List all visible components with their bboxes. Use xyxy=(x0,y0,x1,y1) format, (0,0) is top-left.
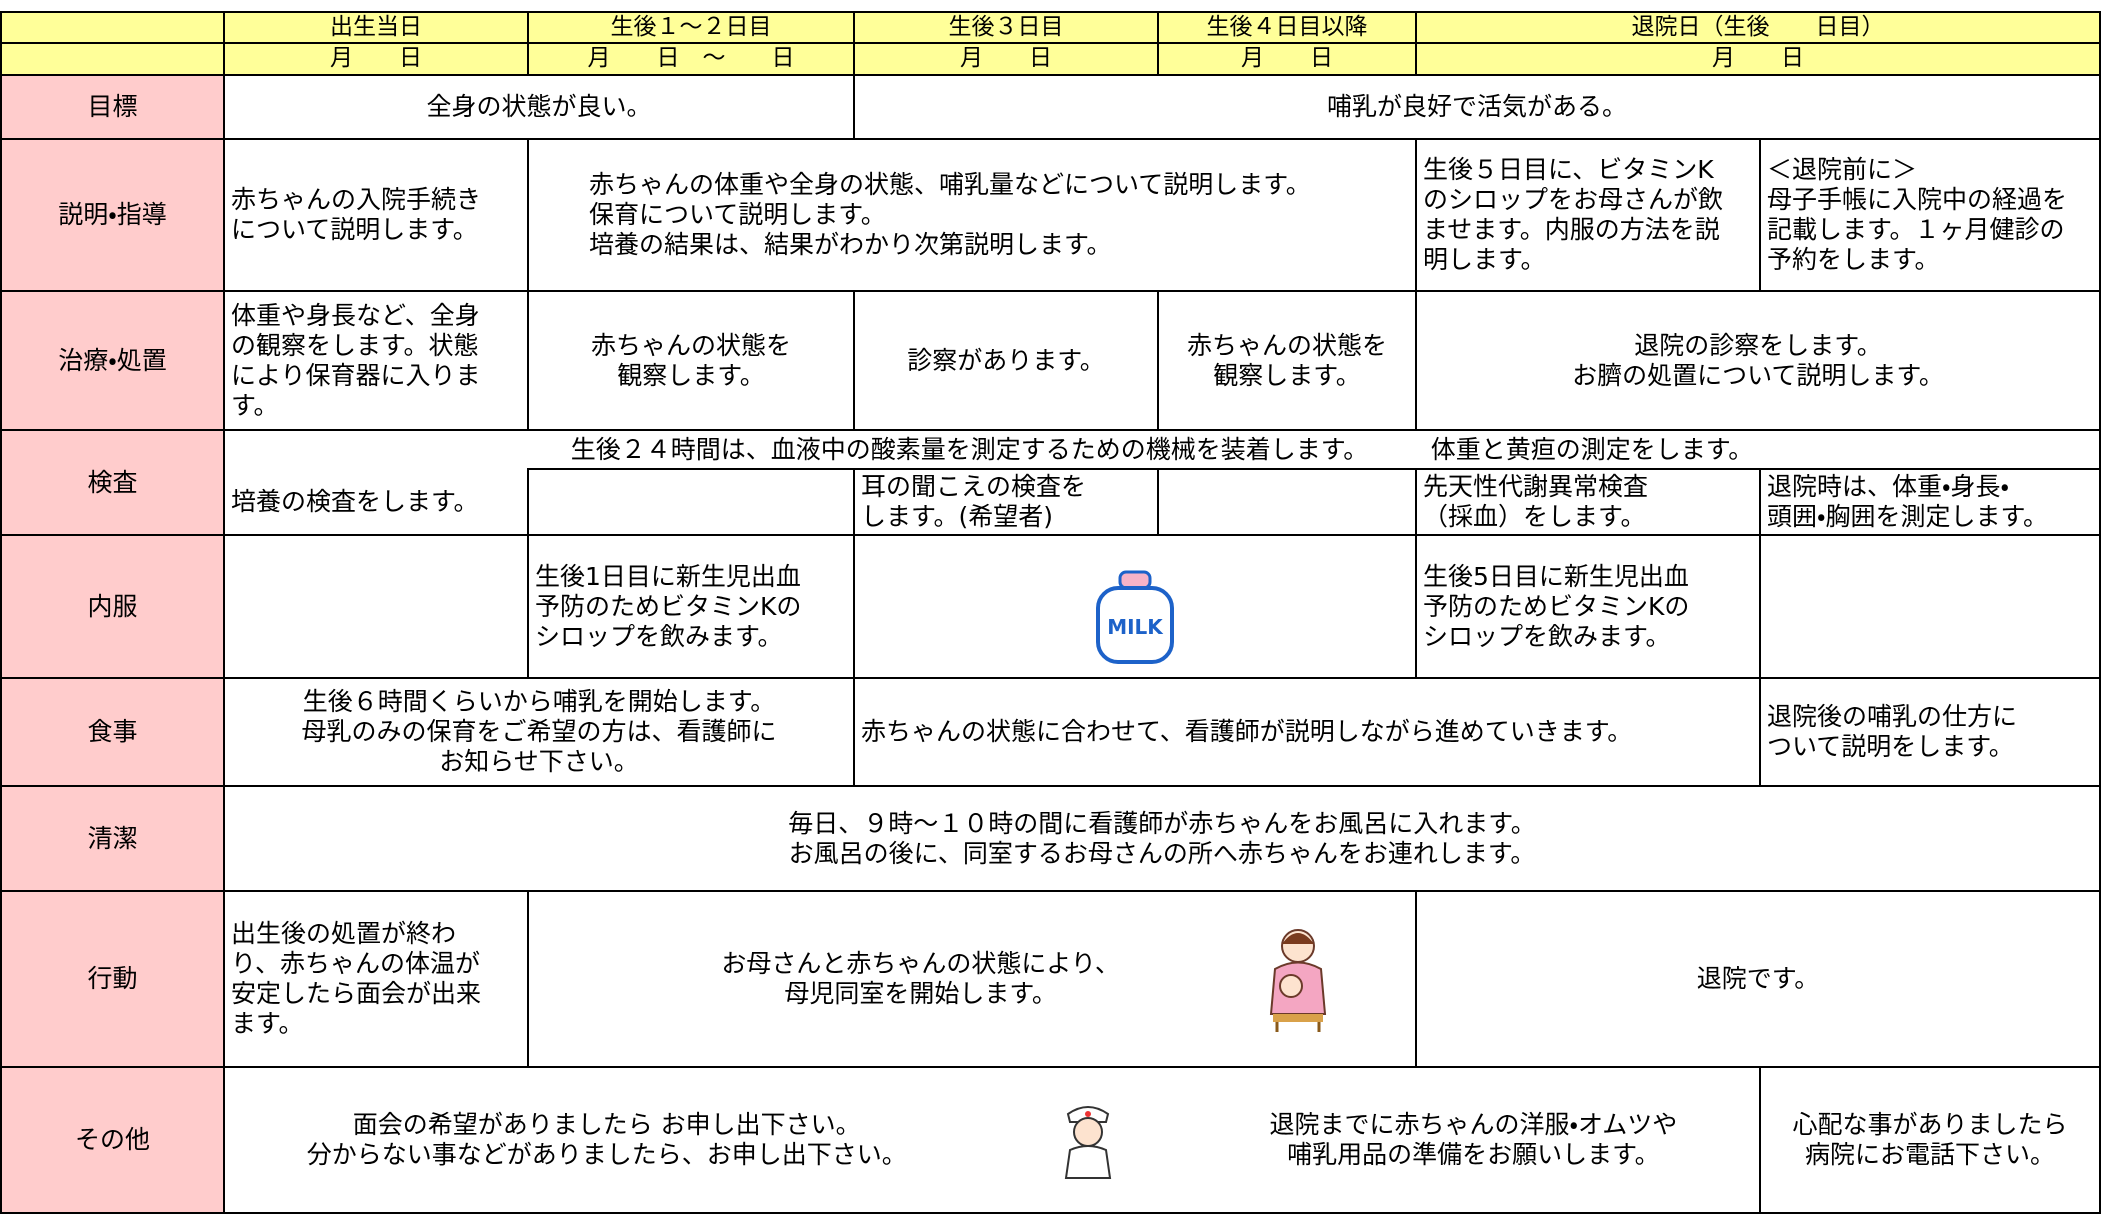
cell: 哺乳が良好で活気がある。 xyxy=(853,74,2101,140)
cell: お母さんと赤ちゃんの状態により、 母児同室を開始します。 xyxy=(527,890,1417,1068)
cell: 培養の検査をします。 xyxy=(223,469,529,536)
row: 目標 全身の状態が良い。 哺乳が良好で活気がある。 xyxy=(0,74,2101,140)
row-label: 内服 xyxy=(0,534,225,679)
cell: MILK xyxy=(853,534,1417,679)
row: 検査 生後２４時間は、血液中の酸素量を測定するための機械を装着します。 体重と黄… xyxy=(0,429,2101,536)
row: 治療・処置 体重や身長など、全身 の観察をします。状態 により保育器に入りま す… xyxy=(0,290,2101,431)
cell-text: 退院までに赤ちゃんの洋服・オムツや 哺乳用品の準備をお願いします。 xyxy=(1269,1110,1678,1169)
cell: 赤ちゃんの入院手続き について説明します。 xyxy=(223,138,529,292)
date: 月 日 xyxy=(1157,42,1417,76)
cell: 体重や身長など、全身 の観察をします。状態 により保育器に入りま す。 xyxy=(223,290,529,431)
cell: 出生後の処置が終わ り、赤ちゃんの体温が 安定したら面会が出来 ます。 xyxy=(223,890,529,1068)
cell xyxy=(223,534,529,679)
row: 食事 生後６時間くらいから哺乳を開始します。 母乳のみの保育をご希望の方は、看護… xyxy=(0,677,2101,787)
column-header: 退院日（生後 日目） xyxy=(1415,11,2101,44)
cell: 退院後の哺乳の仕方に ついて説明をします。 xyxy=(1759,677,2101,787)
cell: 生後２４時間は、血液中の酸素量を測定するための機械を装着します。 体重と黄疸の測… xyxy=(223,429,2101,469)
cell xyxy=(1157,468,1417,536)
column-header: 生後４日目以降 xyxy=(1157,11,1417,44)
row-label: その他 xyxy=(0,1066,225,1214)
cell: 生後5日目に新生児出血 予防のためビタミンKの シロップを飲みます。 xyxy=(1415,534,1761,679)
date: 月 日 xyxy=(853,42,1159,76)
cell xyxy=(527,468,855,536)
cell: 赤ちゃんの体重や全身の状態、哺乳量などについて説明します。 保育について説明しま… xyxy=(527,138,1417,292)
cell: 生後６時間くらいから哺乳を開始します。 母乳のみの保育をご希望の方は、看護師に … xyxy=(223,677,855,787)
row: 培養の検査をします。 耳の聞こえの検査を します。(希望者) 先天性代謝異常検査… xyxy=(1,468,2101,536)
cell: 退院です。 xyxy=(1415,890,2101,1068)
milk-icon: MILK xyxy=(1096,570,1174,664)
row-label: 説明・指導 xyxy=(0,138,225,292)
row: 行動 出生後の処置が終わ り、赤ちゃんの体温が 安定したら面会が出来 ます。 お… xyxy=(0,890,2101,1068)
cell: 退院時は、体重・身長・ 頭囲・胸囲を測定します。 xyxy=(1759,468,2101,536)
cell: 全身の状態が良い。 xyxy=(223,74,855,140)
cell: 赤ちゃんの状態に合わせて、看護師が説明しながら進めていきます。 xyxy=(853,677,1761,787)
mother-illustration xyxy=(1269,929,1326,1032)
cell: 赤ちゃんの状態を 観察します。 xyxy=(1157,290,1417,431)
cell: 退院の診察をします。 お臍の処置について説明します。 xyxy=(1415,290,2101,431)
date: 月 日 ～ 日 xyxy=(527,42,855,76)
row-label: 目標 xyxy=(0,74,225,140)
cell-text: 面会の希望がありましたら お申し出下さい。 分からない事などがありましたら、お申… xyxy=(306,1110,907,1169)
date: 月 日 xyxy=(1415,42,2101,76)
corner xyxy=(0,42,225,76)
cell: 先天性代謝異常検査 （採血）をします。 xyxy=(1415,468,1761,536)
cell-content: 面会の希望がありましたら お申し出下さい。 分からない事などがありましたら、お申… xyxy=(231,1100,1753,1180)
cell: 診察があります。 xyxy=(853,290,1159,431)
row: 内服 生後1日目に新生児出血 予防のためビタミンKの シロップを飲みます。 MI… xyxy=(0,534,2101,679)
page: {"header": {"columns": ["出生当日", "生後１～２日目… xyxy=(0,11,2101,1214)
header-row: 出生当日 生後１～２日目 生後３日目 生後４日目以降 退院日（生後 日目） xyxy=(0,11,2101,44)
cell: 毎日、９時～１０時の間に看護師が赤ちゃんをお風呂に入れます。 お風呂の後に、同室… xyxy=(223,785,2101,892)
schedule-table: 出生当日 生後１～２日目 生後３日目 生後４日目以降 退院日（生後 日目） 月 … xyxy=(0,11,2101,1214)
cell: 生後1日目に新生児出血 予防のためビタミンKの シロップを飲みます。 xyxy=(527,534,855,679)
row: 清潔 毎日、９時～１０時の間に看護師が赤ちゃんをお風呂に入れます。 お風呂の後に… xyxy=(0,785,2101,892)
row: 説明・指導 赤ちゃんの入院手続き について説明します。 赤ちゃんの体重や全身の状… xyxy=(0,138,2101,292)
row-label: 清潔 xyxy=(0,785,225,892)
cell: ＜退院前に＞ 母子手帳に入院中の経過を 記載します。１ヶ月健診の 予約をします。 xyxy=(1759,138,2101,292)
milk-label: MILK xyxy=(1107,615,1164,639)
row-label: 食事 xyxy=(0,677,225,787)
row-label: 治療・処置 xyxy=(0,290,225,431)
column-header: 出生当日 xyxy=(223,11,529,44)
cell: 面会の希望がありましたら お申し出下さい。 分からない事などがありましたら、お申… xyxy=(223,1066,1761,1214)
cell: 赤ちゃんの状態を 観察します。 xyxy=(527,290,855,431)
cell: 生後５日目に、ビタミンK のシロップをお母さんが飲 ませます。内服の方法を説 明… xyxy=(1415,138,1761,292)
nurse-illustration xyxy=(1064,1106,1112,1179)
row-label: 行動 xyxy=(0,890,225,1068)
cell-content: お母さんと赤ちゃんの状態により、 母児同室を開始します。 xyxy=(535,924,1409,1034)
cell: 心配な事がありましたら 病院にお電話下さい。 xyxy=(1759,1066,2101,1214)
cell-text: お母さんと赤ちゃんの状態により、 母児同室を開始します。 xyxy=(721,949,1120,1008)
column-header: 生後１～２日目 xyxy=(527,11,855,44)
corner xyxy=(0,11,225,44)
cell: 耳の聞こえの検査を します。(希望者) xyxy=(853,468,1159,536)
row: その他 面会の希望がありましたら お申し出下さい。 分からない事などがありました… xyxy=(0,1066,2101,1214)
date: 月 日 xyxy=(223,42,529,76)
column-header: 生後３日目 xyxy=(853,11,1159,44)
cell xyxy=(1759,534,2101,679)
row-label: 検査 xyxy=(0,429,225,536)
date-row: 月 日 月 日 ～ 日 月 日 月 日 月 日 xyxy=(0,42,2101,76)
